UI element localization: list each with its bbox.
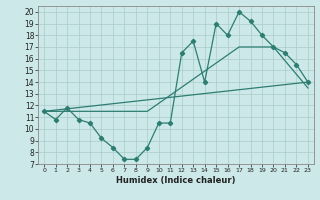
X-axis label: Humidex (Indice chaleur): Humidex (Indice chaleur) xyxy=(116,176,236,185)
